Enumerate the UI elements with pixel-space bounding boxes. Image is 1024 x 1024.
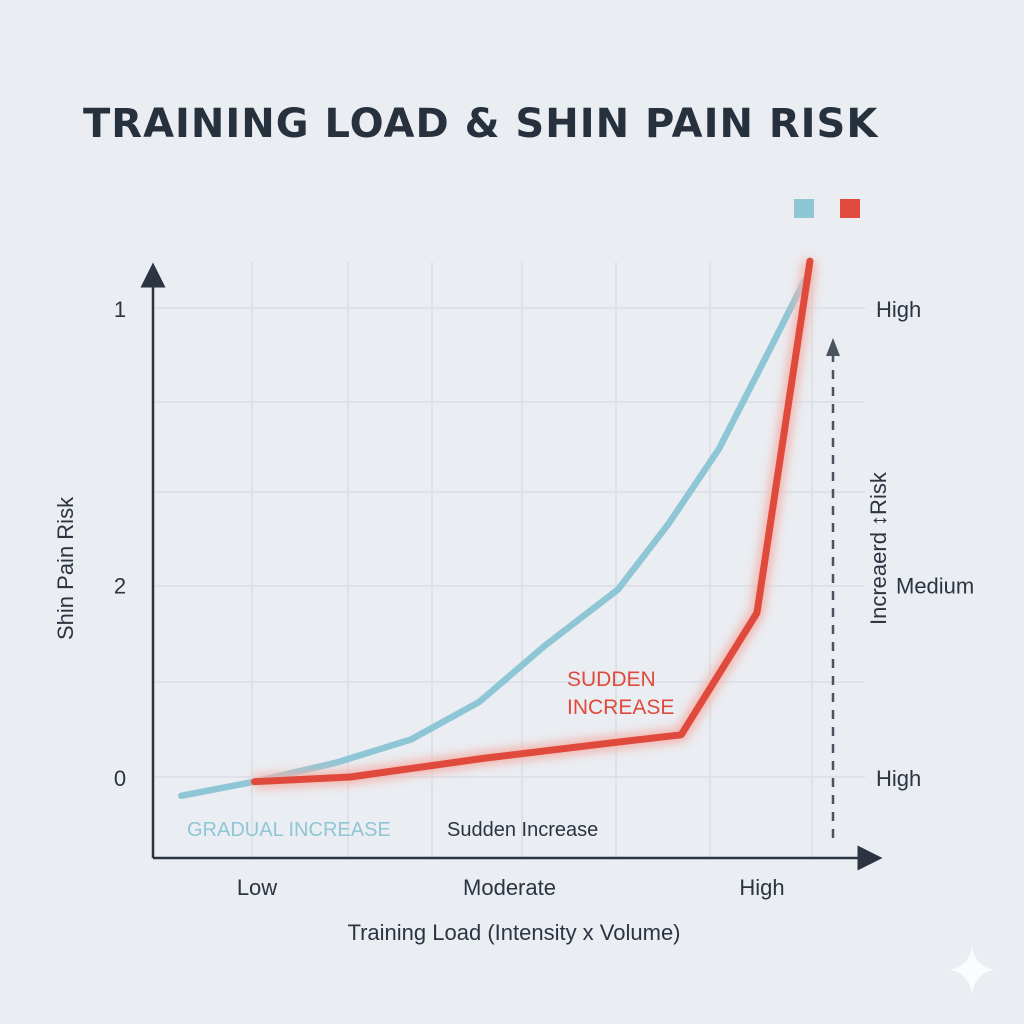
increased-risk-label: Increaerd ↕Risk [866,471,891,625]
risk-level-label: High [876,766,921,791]
x-axis-label: Training Load (Intensity x Volume) [347,920,680,945]
annotation-sudden-increase: Sudden Increase [447,819,598,841]
series-label-sudden-line2: INCREASE [567,696,674,719]
y-tick-label: 0 [114,766,126,791]
y-tick-label: 2 [114,574,126,599]
chart-title: TRAINING LOAD & SHIN PAIN RISK [83,101,879,147]
legend-swatch-gradual [794,199,814,218]
sparkle-icon [950,945,994,995]
x-tick-label: Moderate [463,875,556,900]
series-line-gradual [178,276,809,800]
series-line-sudden [250,257,814,786]
risk-level-label: High [876,297,921,322]
risk-level-label: Medium [896,574,974,599]
x-tick-label: Low [237,875,277,900]
series-glow [254,260,817,789]
legend [794,199,860,218]
x-tick-label: High [739,875,784,900]
series-label-sudden-line1: SUDDEN [567,668,656,691]
y-tick-label: 1 [114,297,126,322]
increased-risk-arrowhead-icon [826,338,840,356]
y-axis-label: Shin Pain Risk [53,496,78,640]
series-label-gradual: GRADUAL INCREASE [187,819,391,841]
grid [153,262,865,858]
legend-swatch-sudden [840,199,860,218]
